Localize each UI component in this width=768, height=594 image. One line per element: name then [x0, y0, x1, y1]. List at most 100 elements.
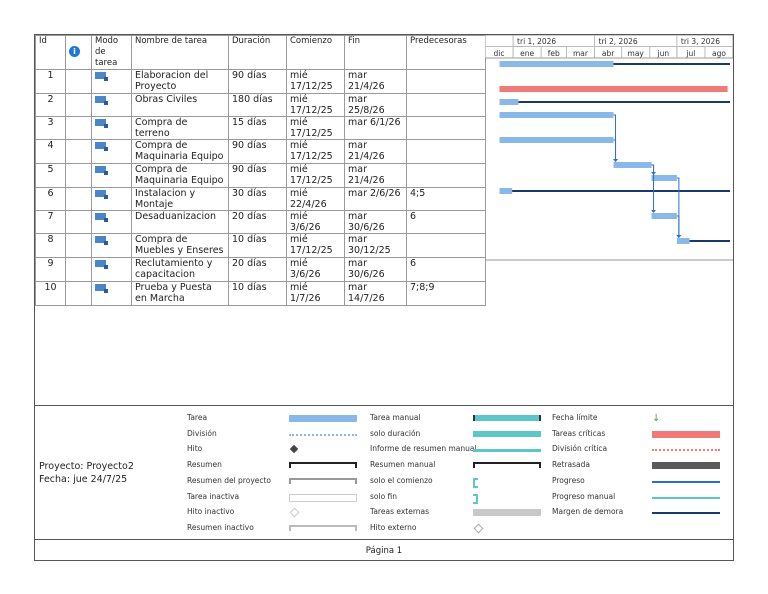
task-duration[interactable]: 20 días [228, 210, 287, 234]
task-row[interactable]: 5 Compra de Maquinaria Equipo 90 días mié 1… [35, 163, 486, 188]
task-row[interactable]: 10 Prueba y Puesta en Marcha 10 días mié 1/… [35, 281, 486, 306]
task-mode[interactable] [91, 281, 132, 306]
task-start[interactable]: mié 17/12/25 [286, 93, 345, 117]
task-mode[interactable] [91, 116, 132, 140]
task-id[interactable]: 6 [35, 187, 66, 211]
header-indicators[interactable]: i [65, 35, 92, 70]
task-name[interactable]: Compra de Maquinaria Equipo [131, 139, 229, 164]
task-row[interactable]: 2 Obras Civiles 180 días mié 17/12/25 mar 25… [35, 93, 486, 117]
task-duration[interactable]: 90 días [228, 163, 287, 188]
task-name[interactable]: Reclutamiento y capacitacion [131, 257, 229, 282]
task-end[interactable]: mar 14/7/26 [344, 281, 407, 306]
task-name[interactable]: Desaduanizacion [131, 210, 229, 234]
task-name[interactable]: Instalacion y Montaje [131, 187, 229, 211]
task-id[interactable]: 2 [35, 93, 66, 117]
task-mode[interactable] [91, 139, 132, 164]
task-predecessors[interactable] [406, 93, 486, 117]
task-id[interactable]: 7 [35, 210, 66, 234]
task-row[interactable]: 7 Desaduanizacion 20 días mié 3/6/26 mar 30/… [35, 210, 486, 234]
task-end[interactable]: mar 2/6/26 [344, 187, 407, 211]
task-mode[interactable] [91, 163, 132, 188]
task-mode[interactable] [91, 210, 132, 234]
task-start[interactable]: mié 3/6/26 [286, 210, 345, 234]
task-indicator[interactable] [65, 116, 92, 140]
task-predecessors[interactable]: 4;5 [406, 187, 486, 211]
task-id[interactable]: 1 [35, 69, 66, 94]
task-mode[interactable] [91, 233, 132, 258]
task-id[interactable]: 4 [35, 139, 66, 164]
task-end[interactable]: mar 21/4/26 [344, 139, 407, 164]
task-end[interactable]: mar 6/1/26 [344, 116, 407, 140]
task-predecessors[interactable]: 6 [406, 257, 486, 282]
task-duration[interactable]: 30 días [228, 187, 287, 211]
auto-schedule-icon [95, 119, 108, 128]
task-start[interactable]: mié 17/12/25 [286, 233, 345, 258]
task-indicator[interactable] [65, 210, 92, 234]
task-id[interactable]: 9 [35, 257, 66, 282]
external-tasks-symbol [473, 509, 541, 517]
header-name[interactable]: Nombre de tarea [131, 35, 229, 70]
task-name[interactable]: Compra de Muebles y Enseres [131, 233, 229, 258]
task-duration[interactable]: 10 días [228, 281, 287, 306]
task-name[interactable]: Obras Civiles [131, 93, 229, 117]
task-row[interactable]: 1 Elaboracion del Proyecto 90 días mié 17/1… [35, 69, 486, 94]
task-predecessors[interactable]: 7;8;9 [406, 281, 486, 306]
task-name[interactable]: Compra de Maquinaria Equipo [131, 163, 229, 188]
task-row[interactable]: 4 Compra de Maquinaria Equipo 90 días mié 1… [35, 139, 486, 164]
task-row[interactable]: 6 Instalacion y Montaje 30 días mié 22/4/26… [35, 187, 486, 211]
task-duration[interactable]: 90 días [228, 69, 287, 94]
task-id[interactable]: 5 [35, 163, 66, 188]
header-id[interactable]: Id [35, 35, 66, 70]
task-end[interactable]: mar 21/4/26 [344, 163, 407, 188]
task-row[interactable]: 8 Compra de Muebles y Enseres 10 días mié 1… [35, 233, 486, 258]
task-start[interactable]: mié 17/12/25 [286, 163, 345, 188]
task-predecessors[interactable] [406, 163, 486, 188]
task-predecessors[interactable] [406, 116, 486, 140]
task-indicator[interactable] [65, 93, 92, 117]
header-start[interactable]: Comienzo [286, 35, 345, 70]
task-indicator[interactable] [65, 233, 92, 258]
task-indicator[interactable] [65, 69, 92, 94]
task-predecessors[interactable]: 6 [406, 210, 486, 234]
task-row[interactable]: 9 Reclutamiento y capacitacion 20 días mié … [35, 257, 486, 282]
task-end[interactable]: mar 25/8/26 [344, 93, 407, 117]
task-mode[interactable] [91, 69, 132, 94]
header-end[interactable]: Fin [344, 35, 407, 70]
header-mode[interactable]: Modo de tarea [91, 35, 132, 70]
task-end[interactable]: mar 30/6/26 [344, 210, 407, 234]
task-start[interactable]: mié 17/12/25 [286, 139, 345, 164]
task-start[interactable]: mié 3/6/26 [286, 257, 345, 282]
task-start[interactable]: mié 1/7/26 [286, 281, 345, 306]
task-duration[interactable]: 20 días [228, 257, 287, 282]
task-name[interactable]: Elaboracion del Proyecto [131, 69, 229, 94]
task-duration[interactable]: 15 días [228, 116, 287, 140]
task-indicator[interactable] [65, 257, 92, 282]
task-indicator[interactable] [65, 281, 92, 306]
task-start[interactable]: mié 17/12/25 [286, 116, 345, 140]
task-predecessors[interactable] [406, 233, 486, 258]
task-indicator[interactable] [65, 187, 92, 211]
task-row[interactable]: 3 Compra de terreno 15 días mié 17/12/25 mar… [35, 116, 486, 140]
header-predecessors[interactable]: Predecesoras [406, 35, 486, 70]
header-duration[interactable]: Duración [228, 35, 287, 70]
task-start[interactable]: mié 22/4/26 [286, 187, 345, 211]
task-end[interactable]: mar 21/4/26 [344, 69, 407, 94]
task-end[interactable]: mar 30/6/26 [344, 257, 407, 282]
task-id[interactable]: 10 [35, 281, 66, 306]
task-duration[interactable]: 90 días [228, 139, 287, 164]
task-end[interactable]: mar 30/12/25 [344, 233, 407, 258]
task-name[interactable]: Compra de terreno [131, 116, 229, 140]
task-mode[interactable] [91, 257, 132, 282]
task-start[interactable]: mié 17/12/25 [286, 69, 345, 94]
task-indicator[interactable] [65, 163, 92, 188]
task-predecessors[interactable] [406, 139, 486, 164]
task-duration[interactable]: 180 días [228, 93, 287, 117]
task-duration[interactable]: 10 días [228, 233, 287, 258]
task-indicator[interactable] [65, 139, 92, 164]
task-mode[interactable] [91, 187, 132, 211]
task-id[interactable]: 3 [35, 116, 66, 140]
task-predecessors[interactable] [406, 69, 486, 94]
task-id[interactable]: 8 [35, 233, 66, 258]
task-mode[interactable] [91, 93, 132, 117]
task-name[interactable]: Prueba y Puesta en Marcha [131, 281, 229, 306]
